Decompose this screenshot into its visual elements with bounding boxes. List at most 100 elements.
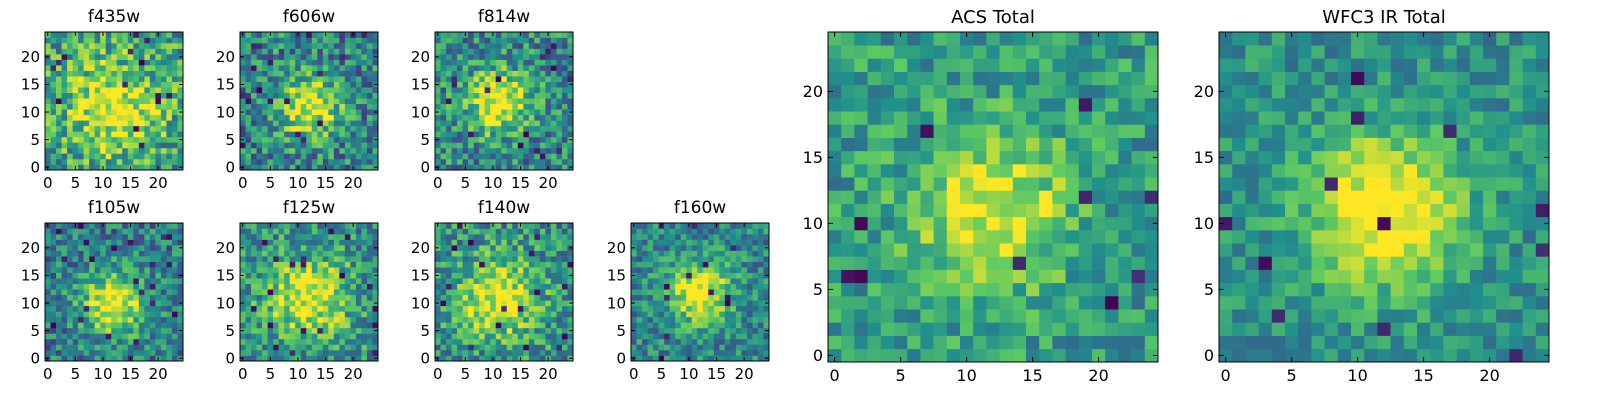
heatmap-cell	[144, 355, 151, 362]
heatmap-cell	[56, 76, 62, 82]
heatmap-cell	[160, 234, 167, 240]
heatmap-cell	[245, 228, 252, 235]
heatmap-cell	[72, 300, 79, 307]
heatmap-cell	[986, 203, 1000, 218]
heatmap-cell	[894, 203, 908, 218]
heatmap-cell	[680, 250, 687, 257]
heatmap-cell	[171, 103, 178, 110]
heatmap-cell	[105, 87, 112, 94]
heatmap-cell	[631, 234, 637, 240]
heatmap-cell	[1012, 348, 1027, 363]
heatmap-cell	[45, 59, 51, 66]
heatmap-cell	[741, 256, 748, 262]
heatmap-cell	[289, 87, 296, 94]
heatmap-cell	[138, 81, 145, 88]
heatmap-cell	[545, 125, 552, 132]
heatmap-cell	[894, 309, 908, 323]
heatmap-cell	[506, 234, 513, 240]
heatmap-cell	[333, 158, 340, 165]
heatmap-cell	[289, 32, 296, 38]
heatmap-cell	[528, 76, 535, 82]
heatmap-cell	[83, 125, 90, 132]
heatmap-cell	[133, 234, 140, 240]
heatmap-cell	[741, 289, 748, 296]
heatmap-cell	[933, 348, 948, 363]
heatmap-cell	[642, 294, 648, 301]
heatmap-cell	[907, 203, 921, 218]
heatmap-cell	[355, 125, 362, 132]
heatmap-cell	[697, 272, 704, 279]
heatmap-cell	[730, 322, 737, 329]
heatmap-cell	[284, 311, 290, 318]
heatmap-cell	[361, 245, 368, 251]
heatmap-cell	[528, 349, 535, 356]
heatmap-cell	[841, 322, 855, 336]
heatmap-cell	[545, 120, 552, 127]
heatmap-cell	[116, 76, 123, 82]
heatmap-cell	[122, 136, 129, 143]
heatmap-cell	[642, 305, 648, 312]
heatmap-cell	[752, 311, 759, 318]
heatmap-cell	[473, 300, 480, 307]
heatmap-cell	[278, 32, 285, 38]
heatmap-cell	[45, 344, 51, 351]
heatmap-cell	[50, 355, 57, 362]
heatmap-cell	[278, 87, 285, 94]
heatmap-cell	[267, 131, 274, 138]
heatmap-cell	[160, 250, 167, 257]
heatmap-cell	[647, 261, 654, 268]
heatmap-cell	[545, 300, 552, 307]
heatmap-cell	[116, 109, 123, 116]
heatmap-cell	[160, 98, 167, 105]
heatmap-cell	[149, 316, 156, 323]
heatmap-cell	[256, 294, 263, 301]
heatmap-cell	[67, 125, 73, 132]
heatmap-cell	[545, 81, 552, 88]
heatmap-cell	[355, 131, 362, 138]
heatmap-cell	[512, 250, 519, 257]
heatmap-cell	[72, 114, 79, 121]
heatmap-cell	[479, 267, 485, 273]
heatmap-cell	[133, 164, 140, 171]
heatmap-cell	[451, 81, 458, 88]
heatmap-cell	[50, 344, 57, 351]
heatmap-cell	[506, 164, 513, 171]
heatmap-cell	[245, 81, 252, 88]
heatmap-cell	[311, 305, 318, 312]
heatmap-cell	[528, 59, 535, 66]
heatmap-cell	[724, 305, 731, 312]
heatmap-cell	[166, 283, 173, 290]
heatmap-cell	[457, 43, 463, 49]
heatmap-cell	[1092, 177, 1106, 191]
heatmap-cell	[111, 81, 118, 88]
heatmap-cell	[50, 267, 57, 273]
heatmap-cell	[1039, 309, 1053, 323]
heatmap-cell	[144, 125, 151, 132]
heatmap-cell	[116, 256, 123, 262]
heatmap-cell	[350, 300, 357, 307]
heatmap-cell	[306, 120, 313, 127]
heatmap-cell	[171, 289, 178, 296]
heatmap-cell	[550, 245, 557, 251]
heatmap-cell	[160, 283, 167, 290]
heatmap-cell	[506, 65, 513, 71]
heatmap-cell	[697, 228, 704, 235]
heatmap-cell	[94, 87, 101, 94]
heatmap-cell	[435, 65, 441, 71]
heatmap-cell	[986, 190, 1000, 204]
heatmap-cell	[149, 294, 156, 301]
heatmap-cell	[245, 164, 252, 171]
heatmap-cell	[468, 76, 474, 82]
heatmap-cell	[366, 153, 373, 160]
heatmap-cell	[361, 136, 368, 143]
heatmap-cell	[328, 54, 335, 60]
heatmap-cell	[122, 164, 129, 171]
heatmap-cell	[67, 76, 73, 82]
heatmap-cell	[144, 245, 151, 251]
x-tick-label: 10	[93, 365, 112, 383]
heatmap-cell	[642, 344, 648, 351]
heatmap-cell	[350, 234, 357, 240]
heatmap-cell	[78, 300, 84, 307]
